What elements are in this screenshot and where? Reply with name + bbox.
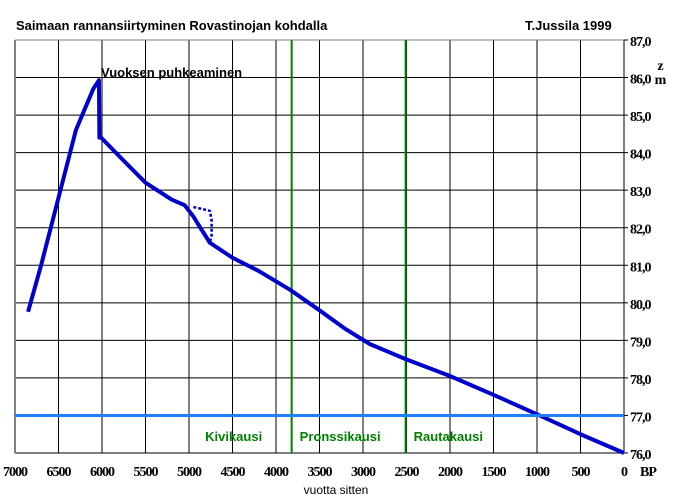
y-tick-label: 79,0 xyxy=(630,335,652,350)
x-tick-label: 4000 xyxy=(264,465,289,480)
x-axis-label: vuotta sitten xyxy=(304,483,369,497)
x-tick-label: 1500 xyxy=(482,465,507,480)
series-line-0 xyxy=(26,78,625,455)
y-tick-label: 82,0 xyxy=(630,223,652,238)
x-tick-label: 5500 xyxy=(134,465,159,480)
x-tick-label: 3500 xyxy=(308,465,333,480)
period-label: Rautakausi xyxy=(414,429,483,444)
x-unit-label: BP xyxy=(640,465,657,480)
chart-author: T.Jussila 1999 xyxy=(525,18,612,33)
x-tick-label: 2500 xyxy=(395,465,420,480)
y-unit-z: z xyxy=(657,59,663,74)
x-tick-label: 7000 xyxy=(3,465,28,480)
x-tick-label: 0 xyxy=(621,465,628,480)
x-tick-label: 3000 xyxy=(351,465,376,480)
x-tick-label: 500 xyxy=(572,465,591,480)
x-tick-label: 2000 xyxy=(438,465,463,480)
x-tick-label: 4500 xyxy=(221,465,246,480)
y-tick-label: 86,0 xyxy=(630,73,652,88)
y-tick-label: 84,0 xyxy=(630,148,652,163)
chart-title: Saimaan rannansiirtyminen Rovastinojan k… xyxy=(16,18,328,33)
y-tick-label: 77,0 xyxy=(630,410,652,425)
x-tick-label: 1000 xyxy=(525,465,550,480)
y-tick-label: 85,0 xyxy=(630,110,652,125)
period-label: Kivikausi xyxy=(205,429,262,444)
series-line-1 xyxy=(193,205,213,244)
x-tick-label: 6000 xyxy=(90,465,115,480)
annotation-label: Vuoksen puhkeaminen xyxy=(101,65,242,80)
y-tick-label: 78,0 xyxy=(630,373,652,388)
period-label: Pronssikausi xyxy=(300,429,381,444)
y-unit-m: m xyxy=(655,73,667,88)
y-tick-label: 87,0 xyxy=(630,35,652,50)
x-tick-label: 6500 xyxy=(47,465,72,480)
y-tick-label: 83,0 xyxy=(630,185,652,200)
x-tick-label: 5000 xyxy=(177,465,202,480)
y-tick-label: 76,0 xyxy=(630,448,652,463)
y-tick-label: 80,0 xyxy=(630,298,652,313)
y-tick-label: 81,0 xyxy=(630,260,652,275)
